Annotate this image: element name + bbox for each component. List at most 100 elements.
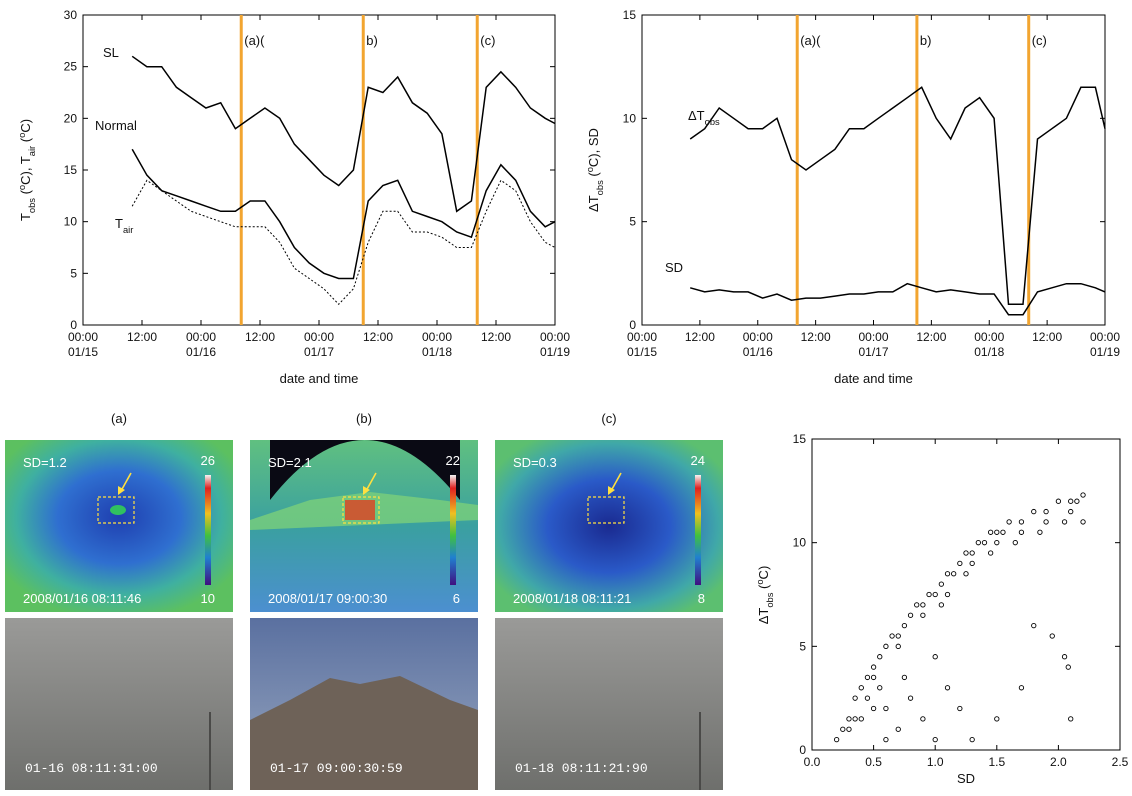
x-tick-label: 2.5 [1112,755,1129,769]
label-part: ( [756,584,771,593]
colorbar [450,475,456,585]
scatter-point [1043,508,1049,515]
scatter-point [1043,519,1049,525]
scatter-point [895,726,901,732]
scatter-point [1018,519,1025,525]
colorbar-min: 10 [201,591,215,606]
scatter-point [932,591,938,598]
x-tick-label: 01/18 [974,345,1004,359]
label-part: o [585,167,595,172]
y-axis-label: ΔTobs (oC) [755,566,775,625]
scatter-point [957,560,963,567]
label-part: ( [18,189,33,198]
y-tick-label: 15 [793,432,807,446]
scatter-point [1031,508,1037,515]
scatter-point [975,540,981,546]
scatter-point [1055,498,1062,504]
x-tick-label: 01/15 [627,345,657,359]
roi-box [587,496,625,524]
x-axis-label: date and time [280,371,359,386]
photo [5,618,233,790]
scatter-point [846,726,852,732]
x-tick-label: 12:00 [363,330,393,344]
scatter-point [864,695,871,701]
x-axis-label: SD [957,771,975,786]
label-part: o [17,185,27,190]
x-tick-label: 01/16 [743,345,773,359]
scatter-point [1061,519,1068,525]
series-line [131,148,556,280]
scatter-point [858,685,864,691]
scatter-point [944,591,951,598]
scatter-point [870,664,877,670]
scatter-point [883,736,889,743]
panel-label: (c) [601,411,616,426]
y-tick-label: 25 [64,60,78,74]
hotspot [345,500,375,520]
roi-arrow [120,472,132,492]
colorbar-max: 22 [446,453,460,468]
x-tick-label: 00:00 [304,330,334,344]
colorbar [695,475,701,585]
x-tick-label: 12:00 [245,330,275,344]
plot-frame [811,438,1121,751]
series-label: Normal [95,118,137,133]
scatter-point [1018,685,1025,691]
scatter-point [1018,529,1025,535]
y-tick-label: 10 [623,111,637,125]
event-label: b) [366,33,378,48]
scatter-point [907,695,914,701]
scatter-point [889,633,895,639]
scatter-point [852,695,858,701]
scatter-point [914,602,920,608]
scatter-point [957,705,963,712]
x-tick-label: 01/19 [540,345,570,359]
scatter-point [864,674,871,681]
photo-time: 01-16 08:11:31:00 [25,761,158,776]
label-part: Normal [95,118,137,133]
x-tick-label: 01/19 [1090,345,1120,359]
x-tick-label: 1.5 [988,755,1005,769]
plot-frame [641,14,1106,326]
scatter-point [852,716,858,722]
scatter-point [994,529,1000,535]
roi-arrowhead [118,486,125,495]
y-tick-label: 10 [64,215,78,229]
event-label: (c) [1032,33,1047,48]
label-part: ( [586,172,601,181]
x-axis-label: date and time [834,371,913,386]
x-tick-label: 2.0 [1050,755,1067,769]
scatter-point [1080,492,1086,498]
photo-time: 01-18 08:11:21:90 [515,761,648,776]
label-part: ΔT [688,108,705,123]
colorbar-min: 6 [453,591,460,606]
x-tick-label: 00:00 [540,330,570,344]
x-tick-label: 00:00 [186,330,216,344]
photo [495,618,723,790]
series-line [131,179,556,306]
scatter-point [987,529,994,535]
scatter-point [840,726,846,732]
scatter-point [1031,622,1037,629]
scatter-point [1068,716,1074,722]
photo-mountain [250,676,478,790]
x-tick-label: 00:00 [974,330,1004,344]
scatter-point [883,705,889,712]
x-tick-label: 00:00 [627,330,657,344]
scatter-point [1006,519,1012,525]
roi-arrow [365,472,377,492]
thermal-image [5,440,233,612]
label-part: C), SD [586,128,601,167]
y-tick-label: 5 [629,215,636,229]
scatter-point [963,571,969,577]
series-line [131,55,556,213]
label-part: SL [103,45,119,60]
scatter-point [981,540,988,546]
scatter-point [907,612,914,618]
scatter-point [938,602,945,608]
scatter-point [1068,508,1074,515]
label-part: ΔT [756,608,771,625]
scatter-point [877,685,883,691]
thermal-time: 2008/01/16 08:11:46 [23,591,141,606]
plot-frame [82,14,556,326]
